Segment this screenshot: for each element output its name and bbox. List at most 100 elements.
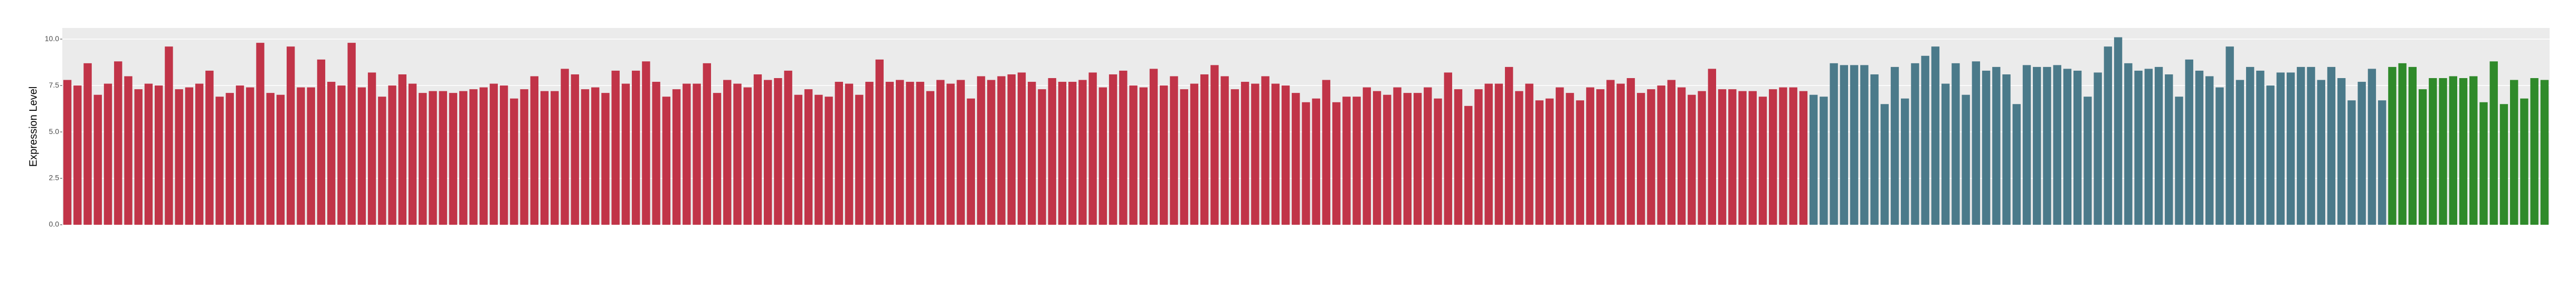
bar xyxy=(2489,61,2498,225)
bar xyxy=(1261,76,1270,225)
bar xyxy=(2154,66,2163,225)
bar xyxy=(1576,100,1584,225)
bar xyxy=(469,89,478,225)
bar xyxy=(683,83,691,225)
bar xyxy=(763,80,772,225)
bar xyxy=(479,87,488,225)
bar xyxy=(1160,85,1168,225)
bar xyxy=(103,83,112,225)
bar xyxy=(946,83,955,225)
bar xyxy=(1504,66,1513,225)
bar xyxy=(1921,55,1929,225)
bar xyxy=(1972,61,1981,225)
bar xyxy=(855,94,864,225)
bar xyxy=(2033,66,2041,225)
bar xyxy=(1210,65,1219,225)
bar xyxy=(2073,70,2082,225)
bar xyxy=(540,91,549,225)
bar xyxy=(845,83,854,225)
y-tick-label: 0.0 xyxy=(49,220,60,228)
bar xyxy=(2144,69,2153,225)
bar xyxy=(205,70,214,225)
bar xyxy=(2357,82,2366,225)
bar xyxy=(967,98,976,225)
bar xyxy=(134,89,143,225)
bar xyxy=(997,76,1006,225)
bar xyxy=(2225,46,2234,225)
bar xyxy=(784,70,792,225)
bar xyxy=(2337,78,2346,225)
bar xyxy=(73,85,82,225)
bar xyxy=(2408,66,2417,225)
bar xyxy=(114,61,122,225)
bar xyxy=(165,46,173,225)
bar xyxy=(2509,80,2518,225)
bar xyxy=(1464,106,1473,225)
bar xyxy=(1820,97,1828,225)
bar xyxy=(489,83,498,225)
bar xyxy=(2256,70,2265,225)
bar xyxy=(2063,69,2072,225)
bar xyxy=(317,59,326,225)
bar xyxy=(1180,89,1188,225)
bar xyxy=(2327,66,2336,225)
bar xyxy=(93,94,102,225)
bar xyxy=(774,78,782,225)
bar xyxy=(1413,93,1422,225)
bar xyxy=(175,89,183,225)
bar xyxy=(2520,98,2528,225)
bar xyxy=(835,82,843,225)
bar xyxy=(357,87,366,225)
bar xyxy=(1129,85,1138,225)
bar xyxy=(378,97,386,225)
bar xyxy=(1636,93,1645,225)
bar xyxy=(1962,94,1970,225)
bar xyxy=(1606,80,1615,225)
bar xyxy=(1281,85,1290,225)
bar xyxy=(1799,91,1808,225)
bar xyxy=(2195,70,2204,225)
bar xyxy=(2236,80,2244,225)
bar xyxy=(1688,94,1696,225)
y-tick-label: 10.0 xyxy=(45,34,59,43)
bar xyxy=(2540,80,2549,225)
bar xyxy=(2347,100,2356,225)
bar xyxy=(1119,70,1128,225)
bar xyxy=(1098,87,1107,225)
bar xyxy=(276,94,285,225)
bar xyxy=(1454,89,1463,225)
bar xyxy=(631,70,640,225)
bar xyxy=(591,87,600,225)
bar xyxy=(672,89,681,225)
bar xyxy=(2499,104,2508,225)
bar xyxy=(1028,82,1036,225)
bar xyxy=(2367,69,2376,225)
bar xyxy=(581,89,590,225)
bar xyxy=(1424,87,1432,225)
bar xyxy=(1982,70,1991,225)
bar xyxy=(2307,66,2315,225)
bar xyxy=(1850,65,1859,225)
bar xyxy=(1190,83,1199,225)
bar xyxy=(1758,97,1767,225)
bar xyxy=(2022,65,2031,225)
bar xyxy=(1647,89,1655,225)
bar xyxy=(1271,83,1280,225)
bar xyxy=(2134,70,2143,225)
bar xyxy=(2012,104,2021,225)
bar xyxy=(1616,83,1625,225)
bar xyxy=(1809,94,1818,225)
bar xyxy=(1372,91,1381,225)
bar xyxy=(885,82,894,225)
y-axis-title: Expression Level xyxy=(27,87,39,167)
bar xyxy=(449,93,458,225)
bar xyxy=(1302,102,1310,225)
bar xyxy=(1901,98,1909,225)
bar xyxy=(1088,72,1097,225)
bar xyxy=(1007,74,1016,225)
bar xyxy=(1048,78,1056,225)
bar xyxy=(2418,89,2427,225)
bar xyxy=(439,91,447,225)
bar xyxy=(753,74,762,225)
bar xyxy=(571,74,579,225)
